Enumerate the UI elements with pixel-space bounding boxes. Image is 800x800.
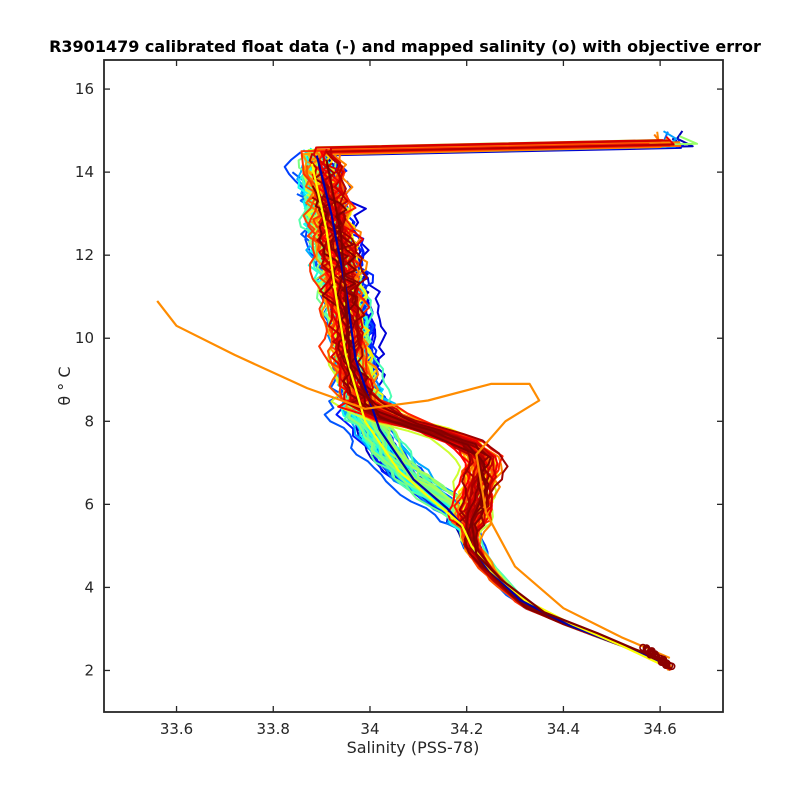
y-axis-label: θ ° C bbox=[55, 366, 74, 405]
y-tick-label: 10 bbox=[75, 329, 94, 347]
sample-profile-line bbox=[325, 159, 671, 664]
y-tick-label: 12 bbox=[75, 246, 94, 264]
mapped-salinity-marker bbox=[639, 643, 647, 652]
y-tick-label: 16 bbox=[75, 80, 94, 98]
x-tick-label: 33.8 bbox=[257, 720, 290, 738]
sample-profile-line bbox=[156, 300, 671, 660]
y-axis: 2 4 6 8 10 12 14 16 bbox=[75, 80, 723, 679]
x-tick-label: 34.2 bbox=[450, 720, 483, 738]
sample-profile-lines bbox=[156, 155, 671, 668]
mapped-salinity-marker bbox=[648, 649, 656, 658]
mapped-salinity-marker bbox=[642, 644, 651, 652]
mapped-salinity-marker bbox=[662, 661, 670, 669]
y-tick-label: 14 bbox=[75, 163, 94, 181]
x-tick-label: 33.6 bbox=[160, 720, 193, 738]
x-axis: 33.6 33.8 34 34.2 34.4 34.6 bbox=[160, 60, 677, 738]
x-axis-label: Salinity (PSS-78) bbox=[347, 738, 480, 757]
axes-box bbox=[103, 59, 724, 713]
profile-line bbox=[311, 185, 664, 664]
x-tick-label: 34.4 bbox=[547, 720, 580, 738]
x-tick-label: 34 bbox=[360, 720, 379, 738]
sample-profile-line bbox=[315, 155, 661, 664]
mapped-salinity-markers bbox=[639, 643, 676, 671]
mapped-salinity-marker bbox=[656, 654, 665, 663]
y-tick-label: 2 bbox=[84, 661, 94, 679]
plot-area bbox=[104, 60, 723, 712]
x-tick-label: 34.6 bbox=[643, 720, 676, 738]
chart-title: R3901479 calibrated float data (-) and m… bbox=[49, 37, 761, 56]
y-tick-label: 4 bbox=[84, 578, 94, 596]
y-tick-label: 6 bbox=[84, 495, 94, 513]
y-tick-label: 8 bbox=[84, 412, 94, 430]
